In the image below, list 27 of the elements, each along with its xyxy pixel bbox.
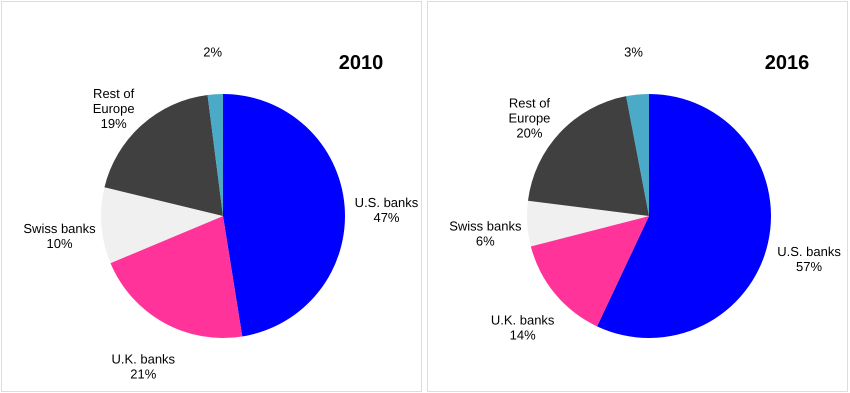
data-label: 47% (373, 210, 400, 226)
data-label: 10% (46, 236, 73, 251)
pie-slice (101, 187, 223, 264)
slice-label: U.K. banks (490, 312, 555, 328)
data-label: 20% (516, 126, 543, 141)
data-label: 2% (203, 44, 222, 60)
chart-title: 2010 (338, 52, 384, 74)
slice-label: Rest of Europe (92, 86, 135, 116)
pie-slice (223, 94, 345, 336)
slice-label: Rest of Europe (508, 96, 550, 126)
pie-slice (597, 94, 771, 338)
slice-label: U.K. banks (111, 351, 176, 366)
data-label: 6% (476, 233, 496, 248)
pie-slice (208, 94, 223, 216)
data-label: 3% (624, 44, 644, 60)
slice-label: U.S. banks (777, 244, 842, 259)
pie-slice (110, 216, 242, 338)
slice-label: Swiss banks (449, 218, 522, 234)
slice-label: Swiss banks (23, 220, 96, 236)
pie-slice (626, 94, 649, 216)
slice-label: U.S. banks (354, 195, 419, 210)
data-label: 19% (100, 116, 128, 131)
data-label: 21% (130, 366, 157, 382)
chart-title: 2016 (764, 52, 810, 74)
pie-slice (527, 200, 649, 246)
data-label: 57% (796, 258, 822, 274)
data-label: 14% (510, 328, 536, 343)
